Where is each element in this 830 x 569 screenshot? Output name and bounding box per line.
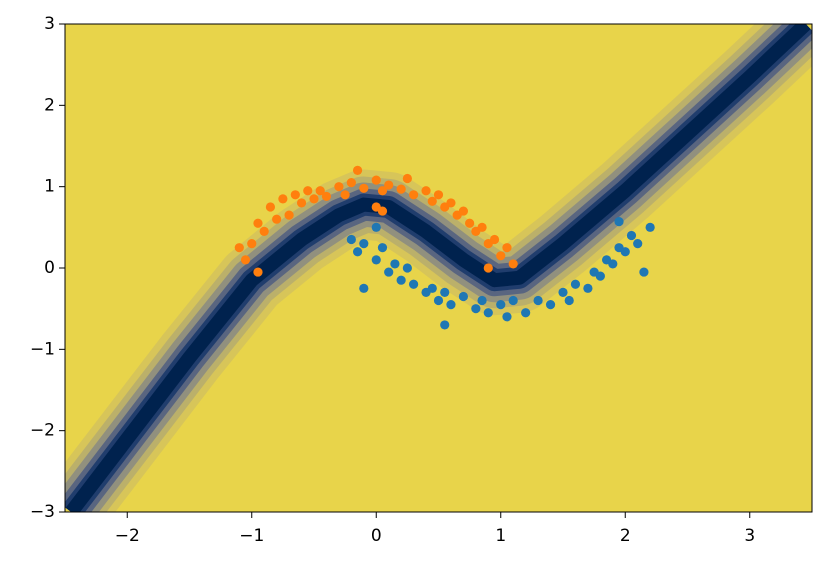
point xyxy=(489,234,500,245)
point xyxy=(570,279,581,289)
point xyxy=(440,287,450,297)
point xyxy=(278,194,288,204)
point xyxy=(483,263,493,273)
point xyxy=(321,191,332,202)
point xyxy=(272,214,282,224)
point xyxy=(502,312,512,322)
point xyxy=(371,175,381,185)
point xyxy=(259,226,269,236)
point xyxy=(315,186,325,196)
x-tick-label: 0 xyxy=(371,526,382,546)
point xyxy=(409,190,419,200)
point xyxy=(440,320,450,330)
point xyxy=(359,239,369,249)
y-tick-label: −1 xyxy=(30,339,55,359)
point xyxy=(471,304,481,314)
point xyxy=(427,196,437,206)
point xyxy=(458,206,468,216)
point xyxy=(253,218,263,228)
y-tick-label: 0 xyxy=(44,258,55,278)
point xyxy=(402,263,412,273)
point xyxy=(477,295,487,306)
point xyxy=(359,283,369,293)
boundary-band xyxy=(65,24,811,512)
y-tick-label: −3 xyxy=(30,502,55,522)
point xyxy=(508,295,518,306)
point xyxy=(402,173,412,184)
point xyxy=(371,222,381,232)
point xyxy=(396,275,406,285)
y-tick-label: 3 xyxy=(44,14,55,34)
point xyxy=(234,243,244,253)
point xyxy=(483,308,493,318)
point xyxy=(626,230,637,241)
point xyxy=(303,186,313,196)
x-tick-label: −2 xyxy=(115,526,140,546)
point xyxy=(296,198,307,208)
point xyxy=(446,198,456,208)
point xyxy=(352,247,363,257)
point xyxy=(564,295,574,306)
point xyxy=(583,283,593,293)
point xyxy=(458,291,468,302)
y-tick-label: 2 xyxy=(44,95,55,115)
point xyxy=(427,283,437,293)
point xyxy=(346,234,356,245)
y-tick-label: −2 xyxy=(30,421,55,441)
point xyxy=(421,186,431,196)
point xyxy=(595,271,605,281)
point xyxy=(433,190,444,200)
point xyxy=(396,184,406,194)
point xyxy=(477,222,487,232)
point xyxy=(502,243,512,253)
point xyxy=(253,267,263,277)
point xyxy=(446,300,456,310)
point xyxy=(620,247,630,257)
point xyxy=(465,218,475,228)
point xyxy=(533,295,543,306)
y-tick-label: 1 xyxy=(44,177,55,197)
point xyxy=(371,255,381,265)
point xyxy=(558,287,568,297)
x-tick-label: −1 xyxy=(239,526,264,546)
point xyxy=(352,165,363,175)
point xyxy=(521,308,531,318)
point xyxy=(433,295,444,306)
point xyxy=(240,255,251,265)
point xyxy=(608,259,618,269)
point xyxy=(377,243,388,253)
point xyxy=(409,279,419,289)
point xyxy=(545,300,556,310)
point xyxy=(334,182,344,192)
point xyxy=(371,202,381,212)
point xyxy=(290,190,300,200)
point xyxy=(284,210,294,220)
x-tick-label: 2 xyxy=(620,526,631,546)
point xyxy=(508,259,518,269)
point xyxy=(390,259,400,269)
x-tick-label: 3 xyxy=(744,526,755,546)
point xyxy=(614,217,624,227)
point xyxy=(633,239,643,249)
point xyxy=(639,267,649,277)
point xyxy=(359,183,369,193)
plot-area xyxy=(65,24,812,512)
point xyxy=(247,239,257,249)
point xyxy=(340,190,350,200)
point xyxy=(265,202,276,212)
point xyxy=(346,178,356,188)
point xyxy=(496,251,506,261)
point xyxy=(377,186,388,196)
point xyxy=(496,300,506,310)
point xyxy=(309,194,319,204)
x-tick-label: 1 xyxy=(495,526,506,546)
point xyxy=(645,222,655,232)
point xyxy=(384,267,394,277)
point xyxy=(384,180,394,190)
